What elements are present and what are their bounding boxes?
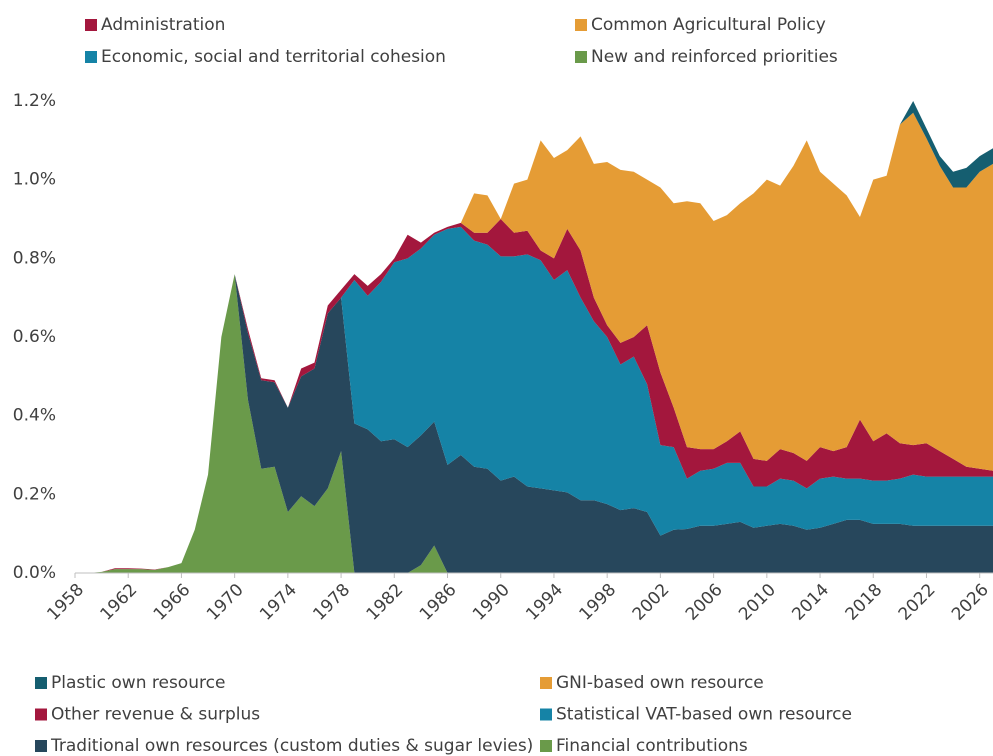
legend-swatch: [85, 51, 97, 63]
area: [75, 219, 993, 573]
y-tick-label: 0.6%: [13, 327, 56, 347]
y-tick-label: 0.4%: [13, 406, 56, 426]
x-tick-label: 2006: [682, 580, 727, 625]
legend-swatch: [575, 51, 587, 63]
legend-swatch: [85, 19, 97, 31]
x-tick-label: 1966: [150, 580, 195, 625]
x-tick-label: 1974: [256, 580, 301, 625]
area: [75, 226, 993, 573]
area: [75, 274, 993, 573]
x-tick-label: 1978: [309, 580, 354, 625]
x-tick-label: 2010: [735, 580, 780, 625]
x-tick-label: 1962: [97, 580, 142, 625]
legend-label: New and reinforced priorities: [591, 47, 838, 67]
y-tick-label: 0.8%: [13, 248, 56, 268]
x-tick-label: 1970: [203, 580, 248, 625]
legend-label: GNI-based own resource: [556, 673, 764, 693]
x-tick-label: 1982: [363, 580, 408, 625]
x-tick-label: 1998: [576, 580, 621, 625]
y-tick-label: 1.0%: [13, 170, 56, 190]
x-tick-label: 2018: [842, 580, 887, 625]
legend-label: Economic, social and territorial cohesio…: [101, 47, 446, 67]
legend-swatch: [35, 677, 47, 689]
legend-swatch: [35, 740, 47, 752]
x-tick-label: 2026: [948, 580, 993, 625]
legend-label: Financial contributions: [556, 736, 748, 756]
x-tick-label: 1958: [43, 580, 88, 625]
area: [75, 112, 993, 574]
legend-label: Administration: [101, 15, 225, 35]
y-tick-label: 0.0%: [13, 563, 56, 583]
legend-swatch: [540, 740, 552, 752]
x-tick-label: 1986: [416, 580, 461, 625]
legend-swatch: [575, 19, 587, 31]
legend-label: Plastic own resource: [51, 673, 225, 693]
x-tick-label: 2014: [788, 580, 833, 625]
y-tick-label: 0.2%: [13, 484, 56, 504]
y-tick-label: 1.2%: [13, 91, 56, 111]
x-tick-label: 1994: [522, 580, 567, 625]
legend-label: Common Agricultural Policy: [591, 15, 826, 35]
x-tick-label: 2022: [895, 580, 940, 625]
legend-swatch: [540, 677, 552, 689]
x-tick-label: 2002: [629, 580, 674, 625]
legend-label: Statistical VAT-based own resource: [556, 705, 852, 725]
legend-swatch: [540, 708, 552, 721]
legend-label: Traditional own resources (custom duties…: [50, 736, 533, 756]
legend-swatch: [35, 708, 47, 721]
x-tick-label: 1990: [469, 580, 514, 625]
legend-label: Other revenue & surplus: [51, 705, 260, 725]
